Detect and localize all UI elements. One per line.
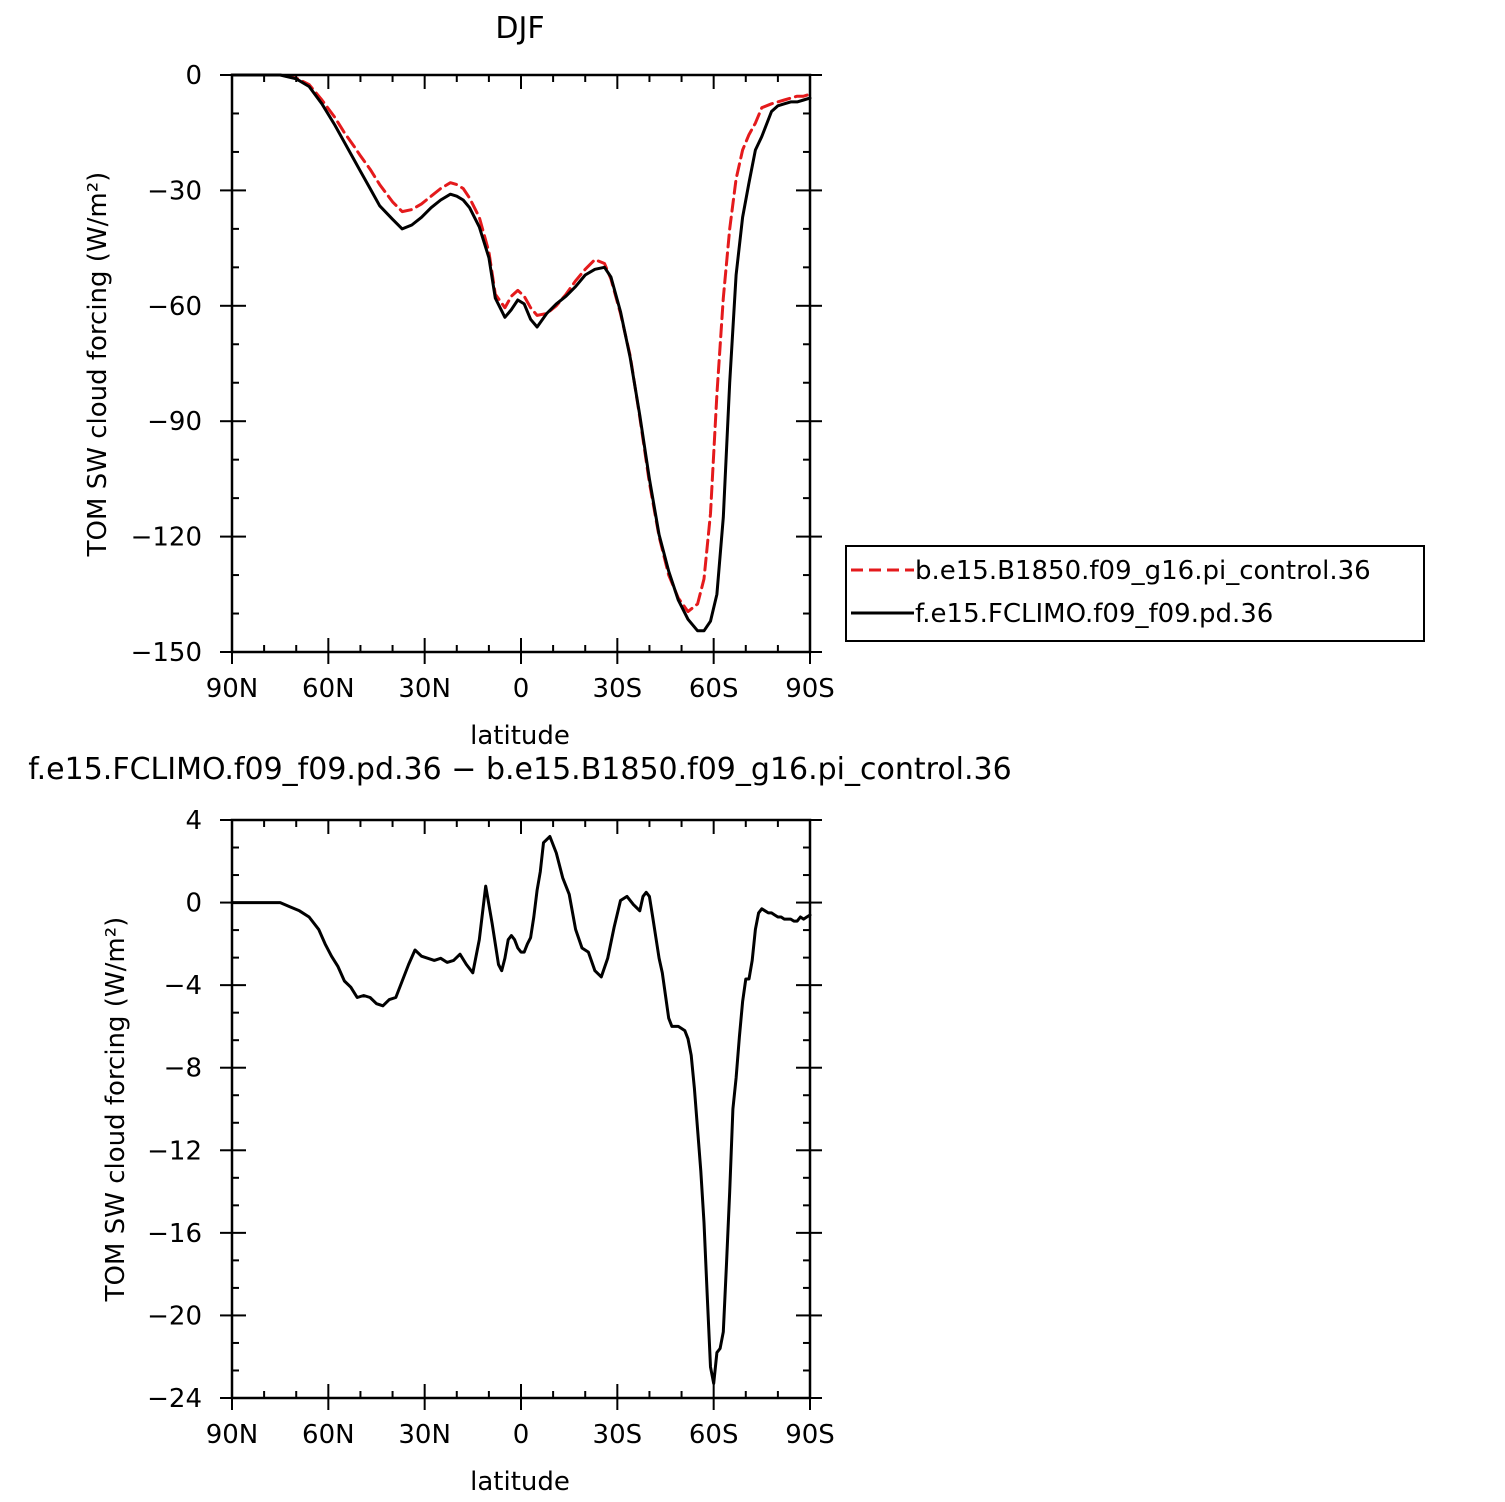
bottom-chart: f.e15.FCLIMO.f09_f09.pd.36 − b.e15.B1850… xyxy=(28,752,1011,1497)
bottom-chart-y-tick-label: −8 xyxy=(164,1054,202,1084)
legend-entry-red-dashed: b.e15.B1850.f09_g16.pi_control.36 xyxy=(915,556,1371,586)
bottom-chart-y-tick-label: 4 xyxy=(185,806,202,836)
bottom-chart-series-layer xyxy=(230,835,812,1385)
bottom-chart-x-tick-label: 90S xyxy=(785,1420,835,1450)
bottom-chart-x-tick-label: 0 xyxy=(513,1420,530,1450)
top-chart-x-tick-label: 30N xyxy=(398,674,451,704)
top-chart-series-layer xyxy=(230,73,812,633)
top-chart: DJF 90N 60N 30N 0 30S 60S 90S 0 −30 −60 −90 −120 −15… xyxy=(83,11,1425,751)
bottom-chart-y-tick-label: −24 xyxy=(147,1384,202,1414)
bottom-chart-title: f.e15.FCLIMO.f09_f09.pd.36 − b.e15.B1850… xyxy=(28,752,1011,787)
top-chart-y-tick-label: −30 xyxy=(147,176,202,206)
top-chart-x-tick-label: 90S xyxy=(785,674,835,704)
bottom-chart-y-tick-label: 0 xyxy=(185,889,202,919)
top-chart-x-axis-label: latitude xyxy=(470,721,570,751)
legend-box xyxy=(845,545,1425,642)
legend: b.e15.B1850.f09_g16.pi_control.36 f.e15.… xyxy=(845,545,1425,642)
top-chart-title: DJF xyxy=(495,11,544,46)
top-chart-x-tick-label: 60S xyxy=(689,674,739,704)
bottom-chart-y-tick-label: −20 xyxy=(147,1301,202,1331)
bottom-chart-y-tick-label: −12 xyxy=(147,1136,202,1166)
top-chart-y-tick-label: −60 xyxy=(147,292,202,322)
top-chart-y-tick-label: −150 xyxy=(131,638,202,668)
bottom-chart-ticks: 90N 60N 30N 0 30S 60S 90S 4 0 −4 −8 −12 −16 −20 −24 xyxy=(147,806,835,1450)
bottom-chart-y-tick-label: −16 xyxy=(147,1219,202,1249)
bottom-chart-x-axis-label: latitude xyxy=(470,1467,570,1497)
top-chart-y-tick-label: −90 xyxy=(147,407,202,437)
bottom-chart-x-tick-label: 90N xyxy=(206,1420,259,1450)
top-chart-x-tick-label: 0 xyxy=(513,674,530,704)
top-chart-y-tick-label: −120 xyxy=(131,523,202,553)
top-chart-ticks: 90N 60N 30N 0 30S 60S 90S 0 −30 −60 −90 −120 −150 xyxy=(131,61,835,704)
top-chart-x-tick-label: 30S xyxy=(593,674,643,704)
top-chart-x-tick-label: 60N xyxy=(302,674,355,704)
bottom-chart-y-axis-label: TOM SW cloud forcing (W/m²) xyxy=(101,917,131,1303)
top-chart-x-tick-label: 90N xyxy=(206,674,259,704)
bottom-chart-x-tick-label: 60N xyxy=(302,1420,355,1450)
top-chart-plot-frame xyxy=(230,73,812,654)
top-chart-y-tick-label: 0 xyxy=(185,61,202,91)
bottom-chart-x-tick-label: 30N xyxy=(398,1420,451,1450)
top-chart-series-line-1 xyxy=(230,73,812,633)
bottom-chart-y-tick-label: −4 xyxy=(164,971,202,1001)
bottom-chart-x-tick-label: 30S xyxy=(593,1420,643,1450)
bottom-chart-x-tick-label: 60S xyxy=(689,1420,739,1450)
bottom-chart-series-line-0 xyxy=(230,835,812,1385)
legend-entry-black-solid: f.e15.FCLIMO.f09_f09.pd.36 xyxy=(915,599,1273,629)
top-chart-y-axis-label: TOM SW cloud forcing (W/m²) xyxy=(83,172,113,558)
